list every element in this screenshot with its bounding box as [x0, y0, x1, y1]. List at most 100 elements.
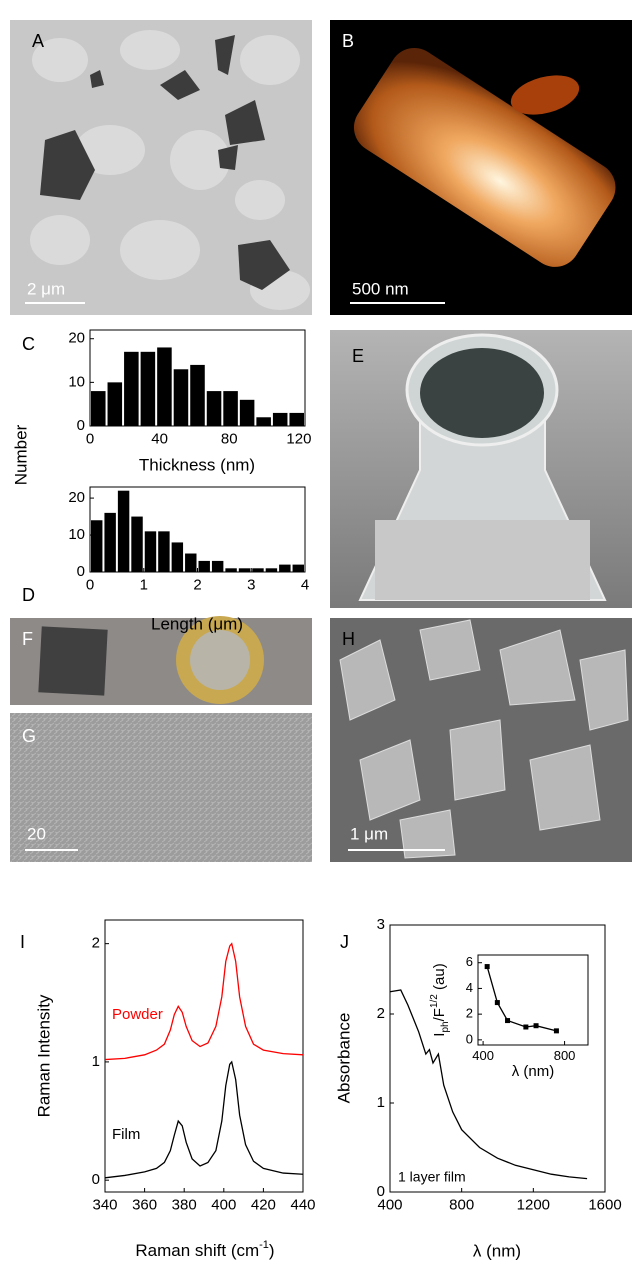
tem-image [10, 20, 312, 315]
flask-photo [330, 330, 632, 608]
bar [108, 382, 123, 426]
bar [293, 565, 304, 572]
bar [118, 491, 129, 572]
x-tick-label: 400 [211, 1196, 236, 1213]
bar [256, 417, 271, 426]
panel-label: F [22, 629, 33, 649]
x-axis-label: ) [269, 1241, 275, 1260]
panel-label: E [352, 346, 364, 366]
y-axis-label: Number [11, 424, 30, 485]
x-tick-label: 400 [472, 1048, 494, 1063]
y-tick-label: 4 [466, 980, 473, 995]
x-axis-label: Raman shift (cm [135, 1241, 259, 1260]
bar [190, 365, 205, 426]
panel-label: A [32, 31, 44, 51]
x-tick-label: 420 [251, 1196, 276, 1213]
marker [534, 1023, 539, 1028]
data-line [487, 967, 556, 1031]
marker [495, 1000, 500, 1005]
y-tick-label: 0 [77, 417, 85, 434]
panel-label: B [342, 31, 354, 51]
x-tick-label: 40 [151, 430, 168, 447]
bar [212, 561, 223, 572]
scale-bar-label: 500 nm [352, 279, 409, 298]
bar [158, 531, 169, 572]
bar [185, 554, 196, 572]
plot-frame [478, 955, 588, 1045]
marker [505, 1018, 510, 1023]
bar [172, 542, 183, 572]
bar [289, 413, 304, 426]
x-tick-label: 1600 [588, 1196, 621, 1213]
bar [273, 413, 288, 426]
y-tick-label: 20 [68, 330, 85, 347]
x-axis-label: Raman shift (cm-1) [135, 1239, 274, 1261]
x-tick-label: 800 [554, 1048, 576, 1063]
x-tick-label: 800 [449, 1196, 474, 1213]
x-axis-label: Length (μm) [151, 614, 243, 633]
panel-label: C [22, 334, 35, 354]
sem-image [10, 713, 312, 862]
series-line [105, 1062, 303, 1178]
series-label: Film [112, 1126, 140, 1143]
panel-label: H [342, 629, 355, 649]
bar [145, 531, 156, 572]
bar [131, 517, 142, 572]
x-tick-label: 1200 [517, 1196, 550, 1213]
data-line [390, 990, 587, 1179]
y-tick-label: 2 [377, 1005, 385, 1022]
bar [141, 352, 156, 426]
y-tick-label: 20 [68, 489, 85, 506]
bar [240, 400, 255, 426]
x-axis-label: λ (nm) [473, 1241, 521, 1260]
y-tick-label: 0 [92, 1171, 100, 1188]
x-tick-label: 3 [247, 576, 255, 593]
y-tick-label: 3 [377, 916, 385, 933]
x-tick-label: 0 [86, 430, 94, 447]
x-tick-label: 360 [132, 1196, 157, 1213]
x-tick-label: 80 [221, 430, 238, 447]
bar [91, 520, 102, 572]
annotation: 1 layer film [398, 1169, 466, 1185]
x-tick-label: 1 [140, 576, 148, 593]
series-line [105, 944, 303, 1060]
scale-bar-label: 2 μm [27, 279, 65, 298]
panel-label: J [340, 932, 349, 952]
inset-y-label-sub: ph [440, 1021, 451, 1032]
y-tick-label: 1 [92, 1053, 100, 1070]
inset-y-label-part: /F [431, 1008, 448, 1021]
afm-image [330, 20, 632, 315]
bar [157, 347, 172, 426]
marker [554, 1028, 559, 1033]
x-tick-label: 120 [286, 430, 311, 447]
bar [124, 352, 139, 426]
inset-y-label-sup: 1/2 [429, 994, 440, 1008]
y-tick-label: 10 [68, 373, 85, 390]
x-axis-label: Thickness (nm) [139, 455, 255, 474]
bar [174, 369, 189, 426]
y-tick-label: 2 [92, 935, 100, 952]
bar [207, 391, 222, 426]
y-tick-label: 2 [466, 1006, 473, 1021]
bar [199, 561, 210, 572]
marker [523, 1025, 528, 1030]
bar [279, 565, 290, 572]
x-tick-label: 0 [86, 576, 94, 593]
x-axis-label-sup: -1 [259, 1239, 269, 1251]
bar [91, 391, 106, 426]
bar [266, 568, 277, 572]
y-axis-label: Raman Intensity [34, 994, 53, 1117]
y-tick-label: 0 [377, 1183, 385, 1200]
y-tick-label: 0 [77, 563, 85, 580]
y-tick-label: 10 [68, 526, 85, 543]
x-tick-label: 440 [290, 1196, 315, 1213]
y-tick-label: 1 [377, 1094, 385, 1111]
panel-label: G [22, 726, 36, 746]
bar [223, 391, 238, 426]
bar [252, 568, 263, 572]
panel-label: I [20, 932, 25, 952]
x-tick-label: 4 [301, 576, 309, 593]
scale-bar-label: 20 [27, 824, 46, 843]
y-tick-label: 0 [466, 1031, 473, 1046]
bar [104, 513, 115, 572]
